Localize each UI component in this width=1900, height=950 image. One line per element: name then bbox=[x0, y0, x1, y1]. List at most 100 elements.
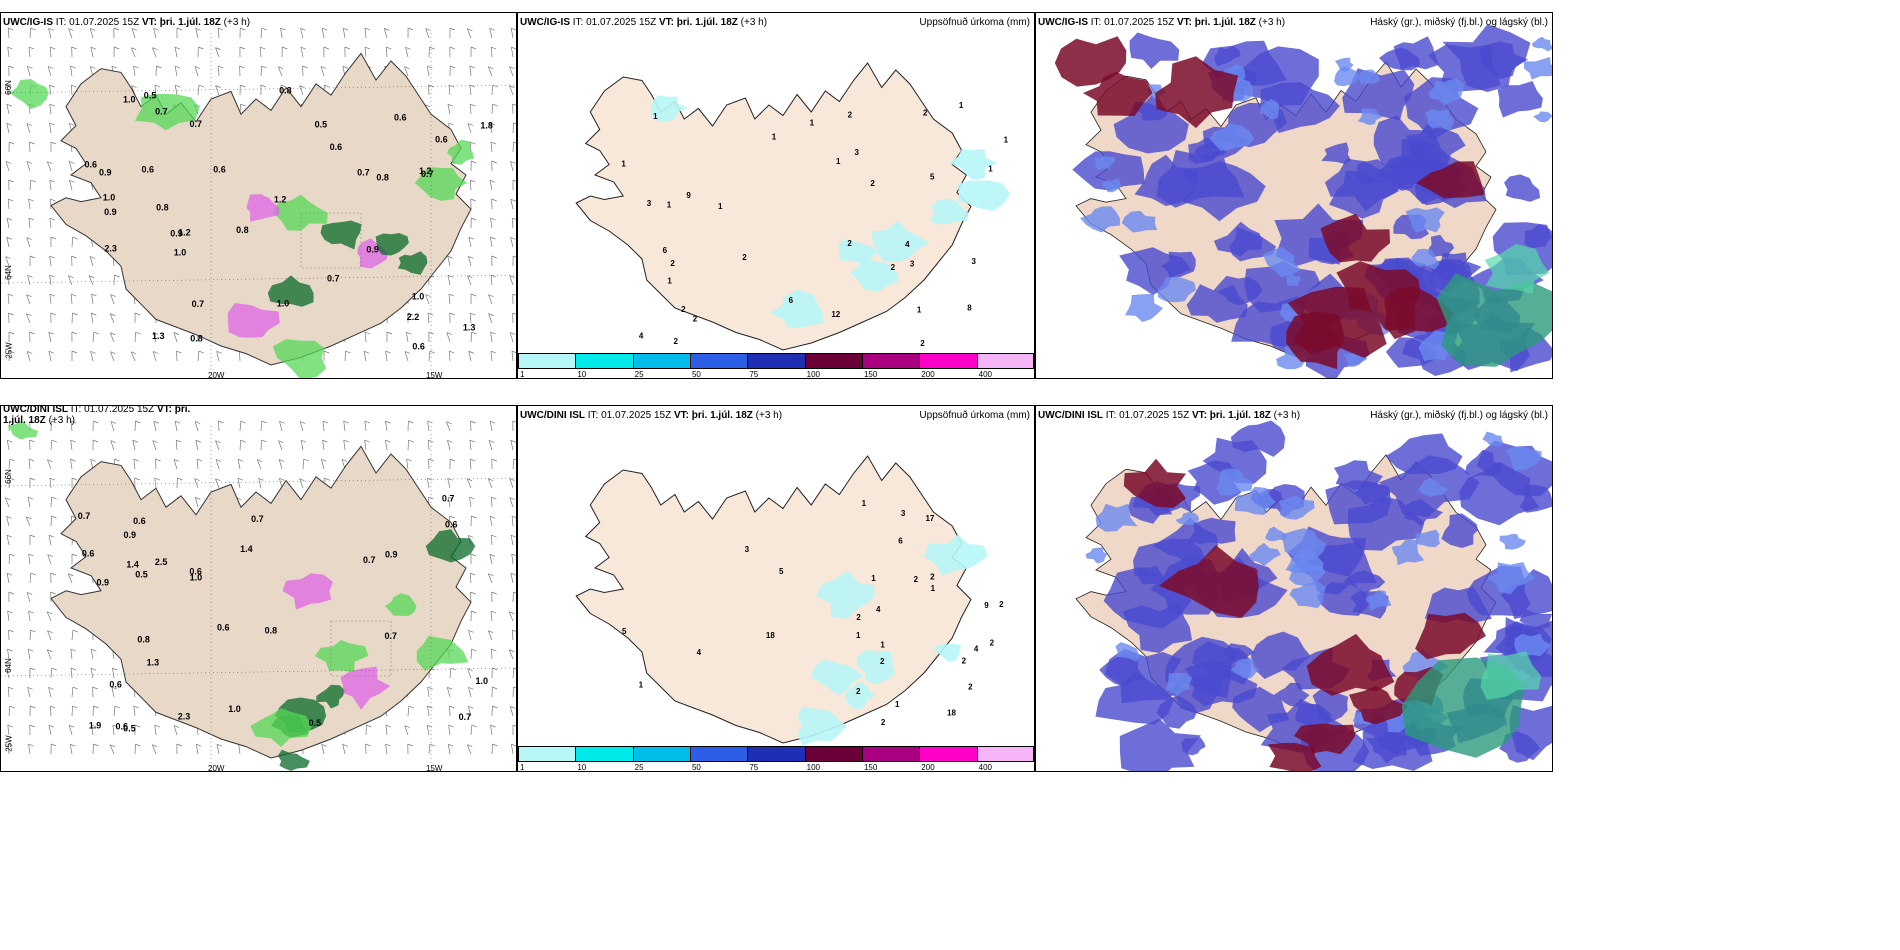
wind-barb-flag bbox=[470, 198, 476, 202]
precip-shading bbox=[7, 420, 476, 771]
low-cloud-patch bbox=[1080, 206, 1120, 233]
wind-barb-flag bbox=[491, 534, 497, 538]
wind-barb-flag bbox=[471, 610, 477, 614]
wind-barb-flag bbox=[194, 421, 201, 424]
wind-barb-flag bbox=[490, 724, 496, 728]
wind-barb-flag bbox=[216, 350, 222, 354]
wind-barb-flag bbox=[9, 458, 15, 462]
wind-barb bbox=[5, 161, 10, 172]
precip-patch bbox=[845, 681, 876, 711]
wind-barb-flag bbox=[513, 255, 516, 258]
wind-barb-flag bbox=[110, 332, 116, 336]
wind-barb bbox=[70, 649, 73, 660]
wind-barb bbox=[426, 478, 430, 489]
wind-barb bbox=[469, 440, 472, 451]
wind-barb bbox=[364, 332, 367, 343]
wind-barb-flag bbox=[429, 46, 435, 50]
precip-patch bbox=[425, 529, 476, 563]
precip-value-label: 0.8 bbox=[236, 225, 249, 235]
wind-barb-flag bbox=[196, 458, 203, 462]
wind-barb-flag bbox=[512, 312, 516, 315]
precip-value-label: 0.8 bbox=[156, 203, 169, 213]
precip-value-label: 6 bbox=[898, 537, 903, 546]
colorbar-cell: 1 bbox=[518, 353, 576, 378]
colorbar-cell: 200 bbox=[919, 353, 977, 378]
wind-barb bbox=[28, 554, 31, 565]
precip-value-label: 0.5 bbox=[123, 724, 136, 734]
wind-barb-flag bbox=[198, 46, 204, 50]
wind-barb-flag bbox=[69, 743, 76, 747]
wind-barb bbox=[217, 28, 220, 39]
wind-barb-flag bbox=[111, 65, 118, 69]
wind-barb bbox=[512, 141, 514, 153]
precip-value-label: 0.9 bbox=[96, 577, 109, 587]
precip-value-label: 1 bbox=[653, 112, 658, 121]
wind-barb bbox=[174, 66, 178, 77]
wind-barb bbox=[385, 421, 388, 432]
wind-barb bbox=[386, 46, 388, 58]
wind-barb-flag bbox=[114, 705, 121, 709]
precip-value-label: 9 bbox=[686, 191, 691, 200]
wind-barb bbox=[490, 725, 493, 736]
wind-barb-flag bbox=[91, 293, 97, 297]
wind-barb bbox=[49, 104, 52, 115]
wind-barb-flag bbox=[510, 534, 516, 538]
wind-barb-flag bbox=[50, 312, 56, 316]
wind-barb-flag bbox=[490, 236, 496, 240]
wind-panel-row1: UWC/IG-IS IT: 01.07.2025 15Z VT: þri. 1.… bbox=[0, 12, 517, 379]
wind-barb-flag bbox=[448, 122, 454, 126]
wind-barb-flag bbox=[196, 743, 202, 747]
value-labels: 0.60.70.60.81.01.21.00.50.61.30.60.80.91… bbox=[84, 86, 492, 352]
wind-barb bbox=[27, 687, 31, 698]
precip-value-label: 0.8 bbox=[265, 625, 278, 635]
wind-barb-flag bbox=[91, 648, 97, 652]
wind-barb bbox=[176, 350, 178, 362]
wind-barb bbox=[385, 725, 388, 736]
precip-value-label: 2 bbox=[962, 656, 967, 665]
wind-barb-flag bbox=[68, 275, 74, 278]
precip-patch bbox=[934, 643, 962, 662]
wind-barb-flag bbox=[133, 705, 139, 709]
wind-barb bbox=[46, 161, 52, 172]
wind-barb bbox=[29, 180, 32, 191]
wind-barb-flag bbox=[51, 667, 57, 671]
wind-barb bbox=[8, 350, 10, 362]
wind-barb-flag bbox=[261, 420, 267, 424]
wind-barb-flag bbox=[240, 420, 246, 424]
lat-label: 64N bbox=[3, 265, 13, 280]
wind-barb bbox=[299, 478, 304, 489]
wind-barb-flag bbox=[92, 686, 98, 690]
wind-barb bbox=[279, 421, 283, 432]
wind-barb-flag bbox=[92, 439, 99, 443]
wind-barb bbox=[91, 313, 94, 324]
wind-barb-flag bbox=[5, 497, 11, 501]
wind-barb bbox=[110, 440, 115, 451]
wind-barb bbox=[70, 66, 73, 77]
glacier-hatch bbox=[330, 620, 392, 677]
high-cloud-patch bbox=[1416, 161, 1485, 199]
wind-barb-flag bbox=[7, 274, 13, 278]
wind-barb-flag bbox=[153, 27, 159, 31]
high-cloud-patch bbox=[1415, 612, 1486, 660]
precip-patch bbox=[320, 220, 362, 250]
mid-cloud-patch bbox=[1424, 586, 1492, 624]
wind-barb-flag bbox=[467, 478, 473, 482]
wind-barb bbox=[509, 497, 514, 508]
wind-barb-flag bbox=[512, 293, 516, 296]
wind-barb-flag bbox=[447, 274, 454, 278]
colorbar-tick-label: 400 bbox=[978, 763, 992, 772]
wind-barb bbox=[175, 440, 178, 451]
wind-barb-flag bbox=[510, 439, 516, 443]
wind-barb-flag bbox=[488, 66, 494, 70]
wind-barb bbox=[6, 123, 10, 134]
wind-barb-flag bbox=[405, 46, 411, 50]
wind-barb-flag bbox=[29, 439, 35, 443]
wind-barb-flag bbox=[513, 591, 516, 594]
wind-barb bbox=[28, 611, 31, 622]
wind-barb bbox=[407, 706, 410, 717]
wind-barb-flag bbox=[406, 458, 412, 462]
wind-barb bbox=[491, 496, 493, 508]
wind-barb-flag bbox=[513, 667, 516, 670]
wind-barb bbox=[487, 478, 493, 489]
wind-barb bbox=[342, 28, 346, 39]
